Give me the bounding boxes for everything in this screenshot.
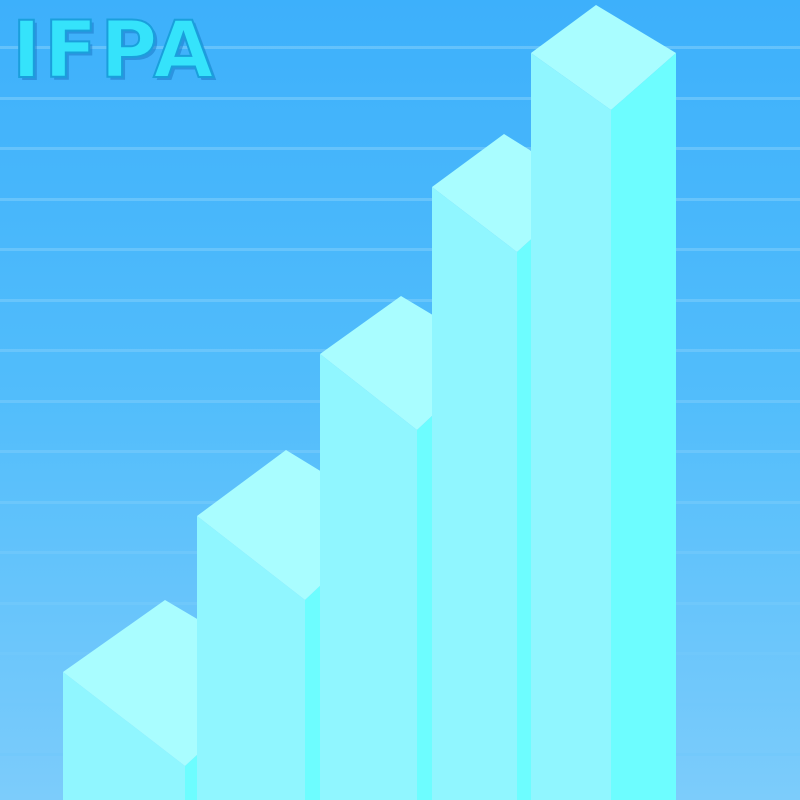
gridline: [0, 46, 800, 49]
gridline: [0, 198, 800, 201]
bar-right-face: [611, 53, 676, 800]
gridline: [0, 248, 800, 251]
gridline: [0, 97, 800, 100]
bar-left-face: [320, 354, 417, 800]
bar-5: [531, 5, 676, 800]
bar-left-face: [197, 516, 305, 800]
bar-left-face: [531, 53, 611, 800]
bar-left-face: [63, 672, 185, 800]
ifpa-logo-text: IFPA: [11, 6, 217, 96]
bar-left-face: [432, 187, 517, 800]
bar-top-face: [531, 5, 676, 110]
gridline: [0, 147, 800, 150]
